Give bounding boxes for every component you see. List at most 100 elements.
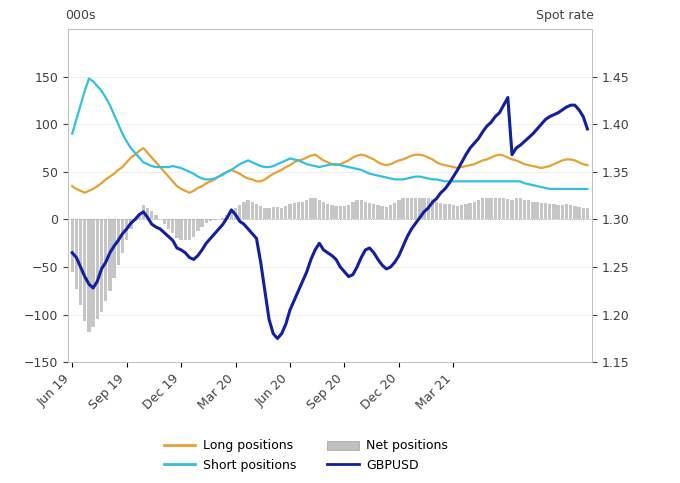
Bar — [91, 219, 95, 327]
Bar — [426, 199, 430, 219]
Bar — [490, 198, 493, 219]
Bar — [104, 219, 107, 301]
Bar — [141, 205, 145, 219]
Bar — [259, 206, 262, 219]
Bar — [372, 204, 375, 219]
Bar — [481, 199, 484, 219]
Bar — [171, 219, 174, 233]
Bar — [581, 208, 585, 219]
Bar — [221, 218, 224, 219]
Bar — [79, 219, 82, 305]
Bar — [116, 219, 120, 265]
Bar — [460, 205, 464, 219]
Bar — [318, 200, 321, 219]
Bar — [439, 203, 443, 219]
Bar — [531, 202, 534, 219]
Bar — [150, 211, 154, 219]
Bar — [230, 211, 233, 219]
Bar — [389, 205, 392, 219]
Bar — [464, 204, 468, 219]
Bar — [410, 199, 413, 219]
Bar — [552, 204, 556, 219]
Bar — [540, 203, 543, 219]
Bar — [556, 205, 560, 219]
Bar — [292, 203, 296, 219]
Bar — [263, 208, 267, 219]
Bar — [418, 198, 422, 219]
Bar — [326, 204, 329, 219]
Bar — [585, 208, 589, 219]
Bar — [573, 206, 577, 219]
Bar — [544, 203, 547, 219]
Bar — [75, 219, 78, 289]
Bar — [175, 219, 179, 239]
Bar — [368, 203, 371, 219]
Bar — [213, 219, 216, 220]
Bar — [184, 219, 187, 241]
Bar — [322, 202, 325, 219]
Bar — [121, 219, 124, 253]
Bar — [351, 202, 354, 219]
Bar — [506, 199, 509, 219]
Bar — [305, 200, 309, 219]
Bar — [364, 202, 367, 219]
Text: Spot rate: Spot rate — [537, 9, 594, 22]
Bar — [569, 205, 573, 219]
Bar — [452, 205, 455, 219]
Bar — [288, 204, 292, 219]
Bar — [226, 214, 229, 219]
Bar — [251, 202, 254, 219]
Bar — [523, 200, 526, 219]
Bar — [393, 203, 396, 219]
Bar — [447, 204, 451, 219]
Bar — [267, 208, 271, 219]
Bar — [87, 219, 90, 332]
Bar — [486, 198, 488, 219]
Bar — [494, 198, 497, 219]
Bar — [519, 199, 522, 219]
Bar — [422, 199, 426, 219]
Bar — [565, 204, 568, 219]
Bar — [527, 200, 530, 219]
Bar — [510, 200, 513, 219]
Bar — [401, 199, 405, 219]
Bar — [276, 207, 279, 219]
Bar — [129, 219, 133, 229]
Bar — [414, 198, 418, 219]
Bar — [146, 208, 150, 219]
Bar — [577, 207, 581, 219]
Bar — [469, 203, 472, 219]
Bar — [238, 205, 241, 219]
Bar — [188, 219, 191, 241]
Bar — [435, 202, 439, 219]
Bar — [125, 219, 129, 241]
Bar — [205, 219, 208, 223]
Bar — [201, 219, 204, 227]
Bar — [242, 202, 245, 219]
Bar — [430, 199, 434, 219]
Bar — [548, 204, 551, 219]
Bar — [192, 219, 195, 237]
Bar — [284, 206, 288, 219]
Bar — [100, 219, 103, 312]
Bar — [456, 206, 459, 219]
Bar — [360, 200, 363, 219]
Bar — [71, 219, 74, 272]
Bar — [234, 208, 237, 219]
Bar — [343, 206, 346, 219]
Bar — [330, 205, 334, 219]
Text: 000s: 000s — [65, 9, 96, 22]
Bar — [296, 202, 300, 219]
Bar — [280, 208, 284, 219]
Bar — [560, 205, 564, 219]
Bar — [313, 199, 317, 219]
Bar — [112, 219, 116, 279]
Bar — [108, 219, 112, 291]
Bar — [535, 202, 539, 219]
Bar — [477, 200, 480, 219]
Legend: Long positions, Short positions, Net positions, GBPUSD: Long positions, Short positions, Net pos… — [159, 435, 453, 477]
Bar — [515, 199, 518, 219]
Bar — [96, 219, 99, 319]
Bar — [376, 205, 379, 219]
Bar — [339, 206, 342, 219]
